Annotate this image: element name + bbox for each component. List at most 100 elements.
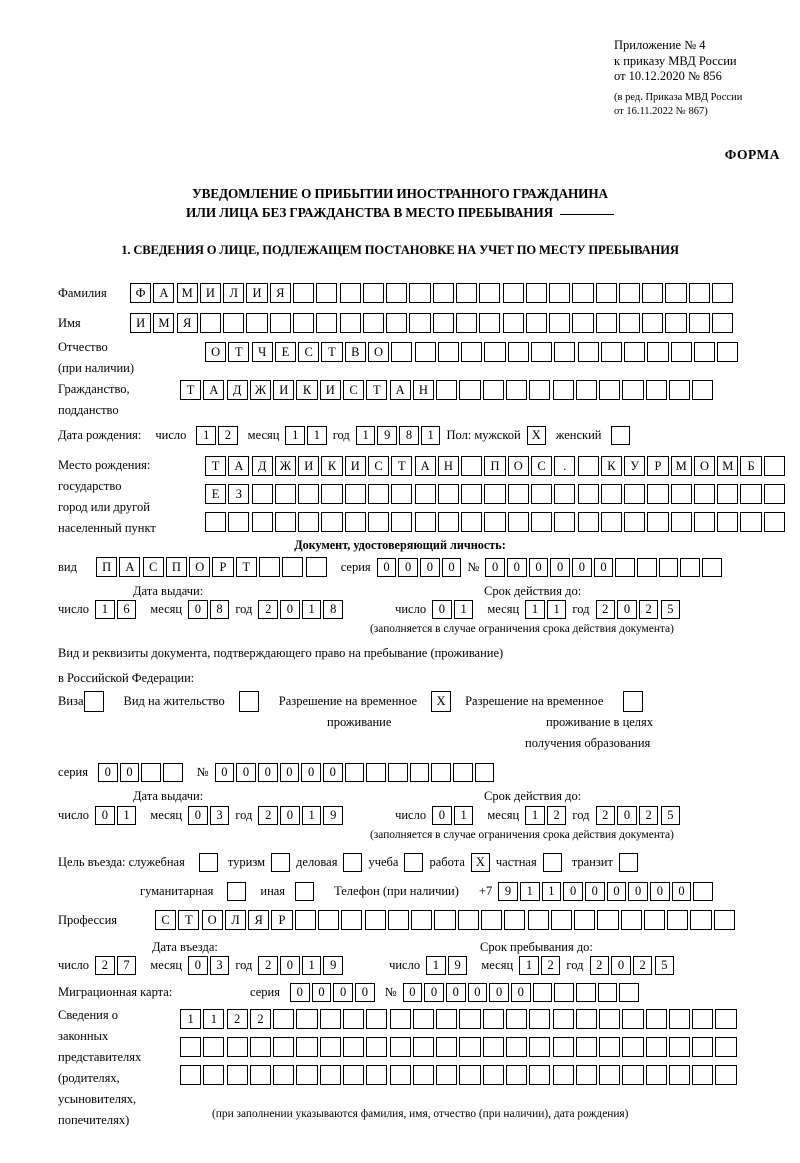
grid-cell[interactable]: 0	[671, 882, 692, 901]
grid-cell[interactable]	[502, 283, 524, 303]
grid-cell[interactable]	[482, 1065, 504, 1085]
grid-cell[interactable]	[273, 1037, 295, 1057]
grid-cell[interactable]: Т	[235, 557, 257, 577]
grid-cell[interactable]	[391, 484, 413, 504]
grid-cell[interactable]	[670, 342, 692, 362]
grid-cell[interactable]	[455, 313, 478, 333]
grid-cell[interactable]	[205, 512, 227, 532]
grid-cell[interactable]	[251, 512, 273, 532]
grid-cell[interactable]	[203, 1065, 225, 1085]
grid-cell[interactable]: 0	[95, 806, 115, 825]
grid-cell[interactable]	[317, 910, 340, 930]
grid-cell[interactable]: 0	[510, 983, 531, 1002]
grid-cell[interactable]	[246, 313, 268, 333]
grid-cell[interactable]: 0	[628, 882, 648, 901]
grid-cell[interactable]: Т	[321, 342, 343, 362]
grid-cell[interactable]	[163, 763, 183, 782]
grid-cell[interactable]: 8	[323, 600, 344, 619]
grid-cell[interactable]	[388, 763, 408, 782]
grid-cell[interactable]: 2	[540, 956, 561, 975]
grid-cell[interactable]	[258, 557, 281, 577]
grid-cell[interactable]: А	[119, 557, 141, 577]
grid-cell[interactable]	[577, 512, 599, 532]
grid-cell[interactable]	[362, 313, 384, 333]
grid-cell[interactable]: 9	[447, 956, 468, 975]
grid-cell[interactable]: М	[670, 456, 692, 476]
grid-cell[interactable]	[717, 512, 739, 532]
grid-cell[interactable]	[437, 484, 459, 504]
grid-cell[interactable]: С	[530, 456, 553, 476]
grid-cell[interactable]: 2	[258, 806, 279, 825]
grid-cell[interactable]: С	[367, 456, 390, 476]
grid-cell[interactable]: 0	[606, 882, 627, 901]
grid-cell[interactable]	[715, 1065, 737, 1085]
grid-cell[interactable]	[199, 313, 222, 333]
grid-cell[interactable]	[366, 1065, 388, 1085]
grid-cell[interactable]: 0	[333, 983, 353, 1002]
grid-cell[interactable]	[434, 910, 456, 930]
sex-male-checkbox[interactable]: X	[526, 426, 546, 445]
grid-cell[interactable]	[505, 1065, 528, 1085]
grid-cell[interactable]: 1	[546, 600, 567, 619]
grid-cell[interactable]	[647, 342, 669, 362]
grid-cell[interactable]: 0	[376, 557, 397, 577]
grid-cell[interactable]	[530, 342, 553, 362]
grid-cell[interactable]	[692, 1009, 714, 1029]
grid-cell[interactable]	[624, 484, 646, 504]
grid-cell[interactable]: 2	[589, 956, 610, 975]
grid-cell[interactable]	[572, 313, 594, 333]
grid-cell[interactable]	[715, 1037, 737, 1057]
grid-cell[interactable]: М	[176, 283, 198, 303]
grid-cell[interactable]	[319, 1065, 341, 1085]
grid-cell[interactable]	[366, 1009, 388, 1029]
grid-cell[interactable]	[668, 1065, 691, 1085]
grid-cell[interactable]: 0	[572, 557, 592, 577]
grid-cell[interactable]: С	[155, 910, 177, 930]
grid-cell[interactable]	[692, 380, 714, 400]
grid-cell[interactable]	[459, 1037, 481, 1057]
grid-cell[interactable]: 1	[307, 426, 327, 445]
grid-cell[interactable]	[717, 342, 739, 362]
purpose-business-checkbox[interactable]	[343, 853, 363, 872]
grid-cell[interactable]	[525, 313, 547, 333]
grid-cell[interactable]	[525, 283, 547, 303]
grid-cell[interactable]	[414, 484, 436, 504]
grid-cell[interactable]: 0	[214, 763, 235, 782]
grid-cell[interactable]: 0	[467, 983, 488, 1002]
grid-cell[interactable]	[180, 1037, 202, 1057]
grid-cell[interactable]: А	[203, 380, 225, 400]
grid-cell[interactable]	[624, 512, 646, 532]
grid-cell[interactable]: .	[554, 456, 576, 476]
grid-cell[interactable]: Н	[437, 456, 459, 476]
grid-cell[interactable]: 1	[301, 956, 322, 975]
grid-cell[interactable]	[615, 557, 635, 577]
grid-cell[interactable]	[437, 342, 459, 362]
grid-cell[interactable]	[643, 910, 666, 930]
grid-cell[interactable]: 2	[595, 806, 616, 825]
grid-cell[interactable]: 1	[519, 882, 540, 901]
grid-cell[interactable]: П	[165, 557, 188, 577]
grid-cell[interactable]: 0	[485, 557, 505, 577]
grid-cell[interactable]: О	[189, 557, 211, 577]
grid-cell[interactable]	[282, 557, 304, 577]
grid-cell[interactable]	[665, 313, 687, 333]
grid-cell[interactable]	[455, 283, 478, 303]
grid-cell[interactable]	[529, 380, 551, 400]
grid-cell[interactable]	[575, 1037, 597, 1057]
grid-cell[interactable]: Н	[412, 380, 434, 400]
grid-cell[interactable]	[717, 484, 739, 504]
grid-cell[interactable]: К	[296, 380, 318, 400]
grid-cell[interactable]	[269, 313, 291, 333]
grid-cell[interactable]	[386, 283, 408, 303]
grid-cell[interactable]	[296, 1009, 318, 1029]
grid-cell[interactable]: 0	[506, 557, 527, 577]
